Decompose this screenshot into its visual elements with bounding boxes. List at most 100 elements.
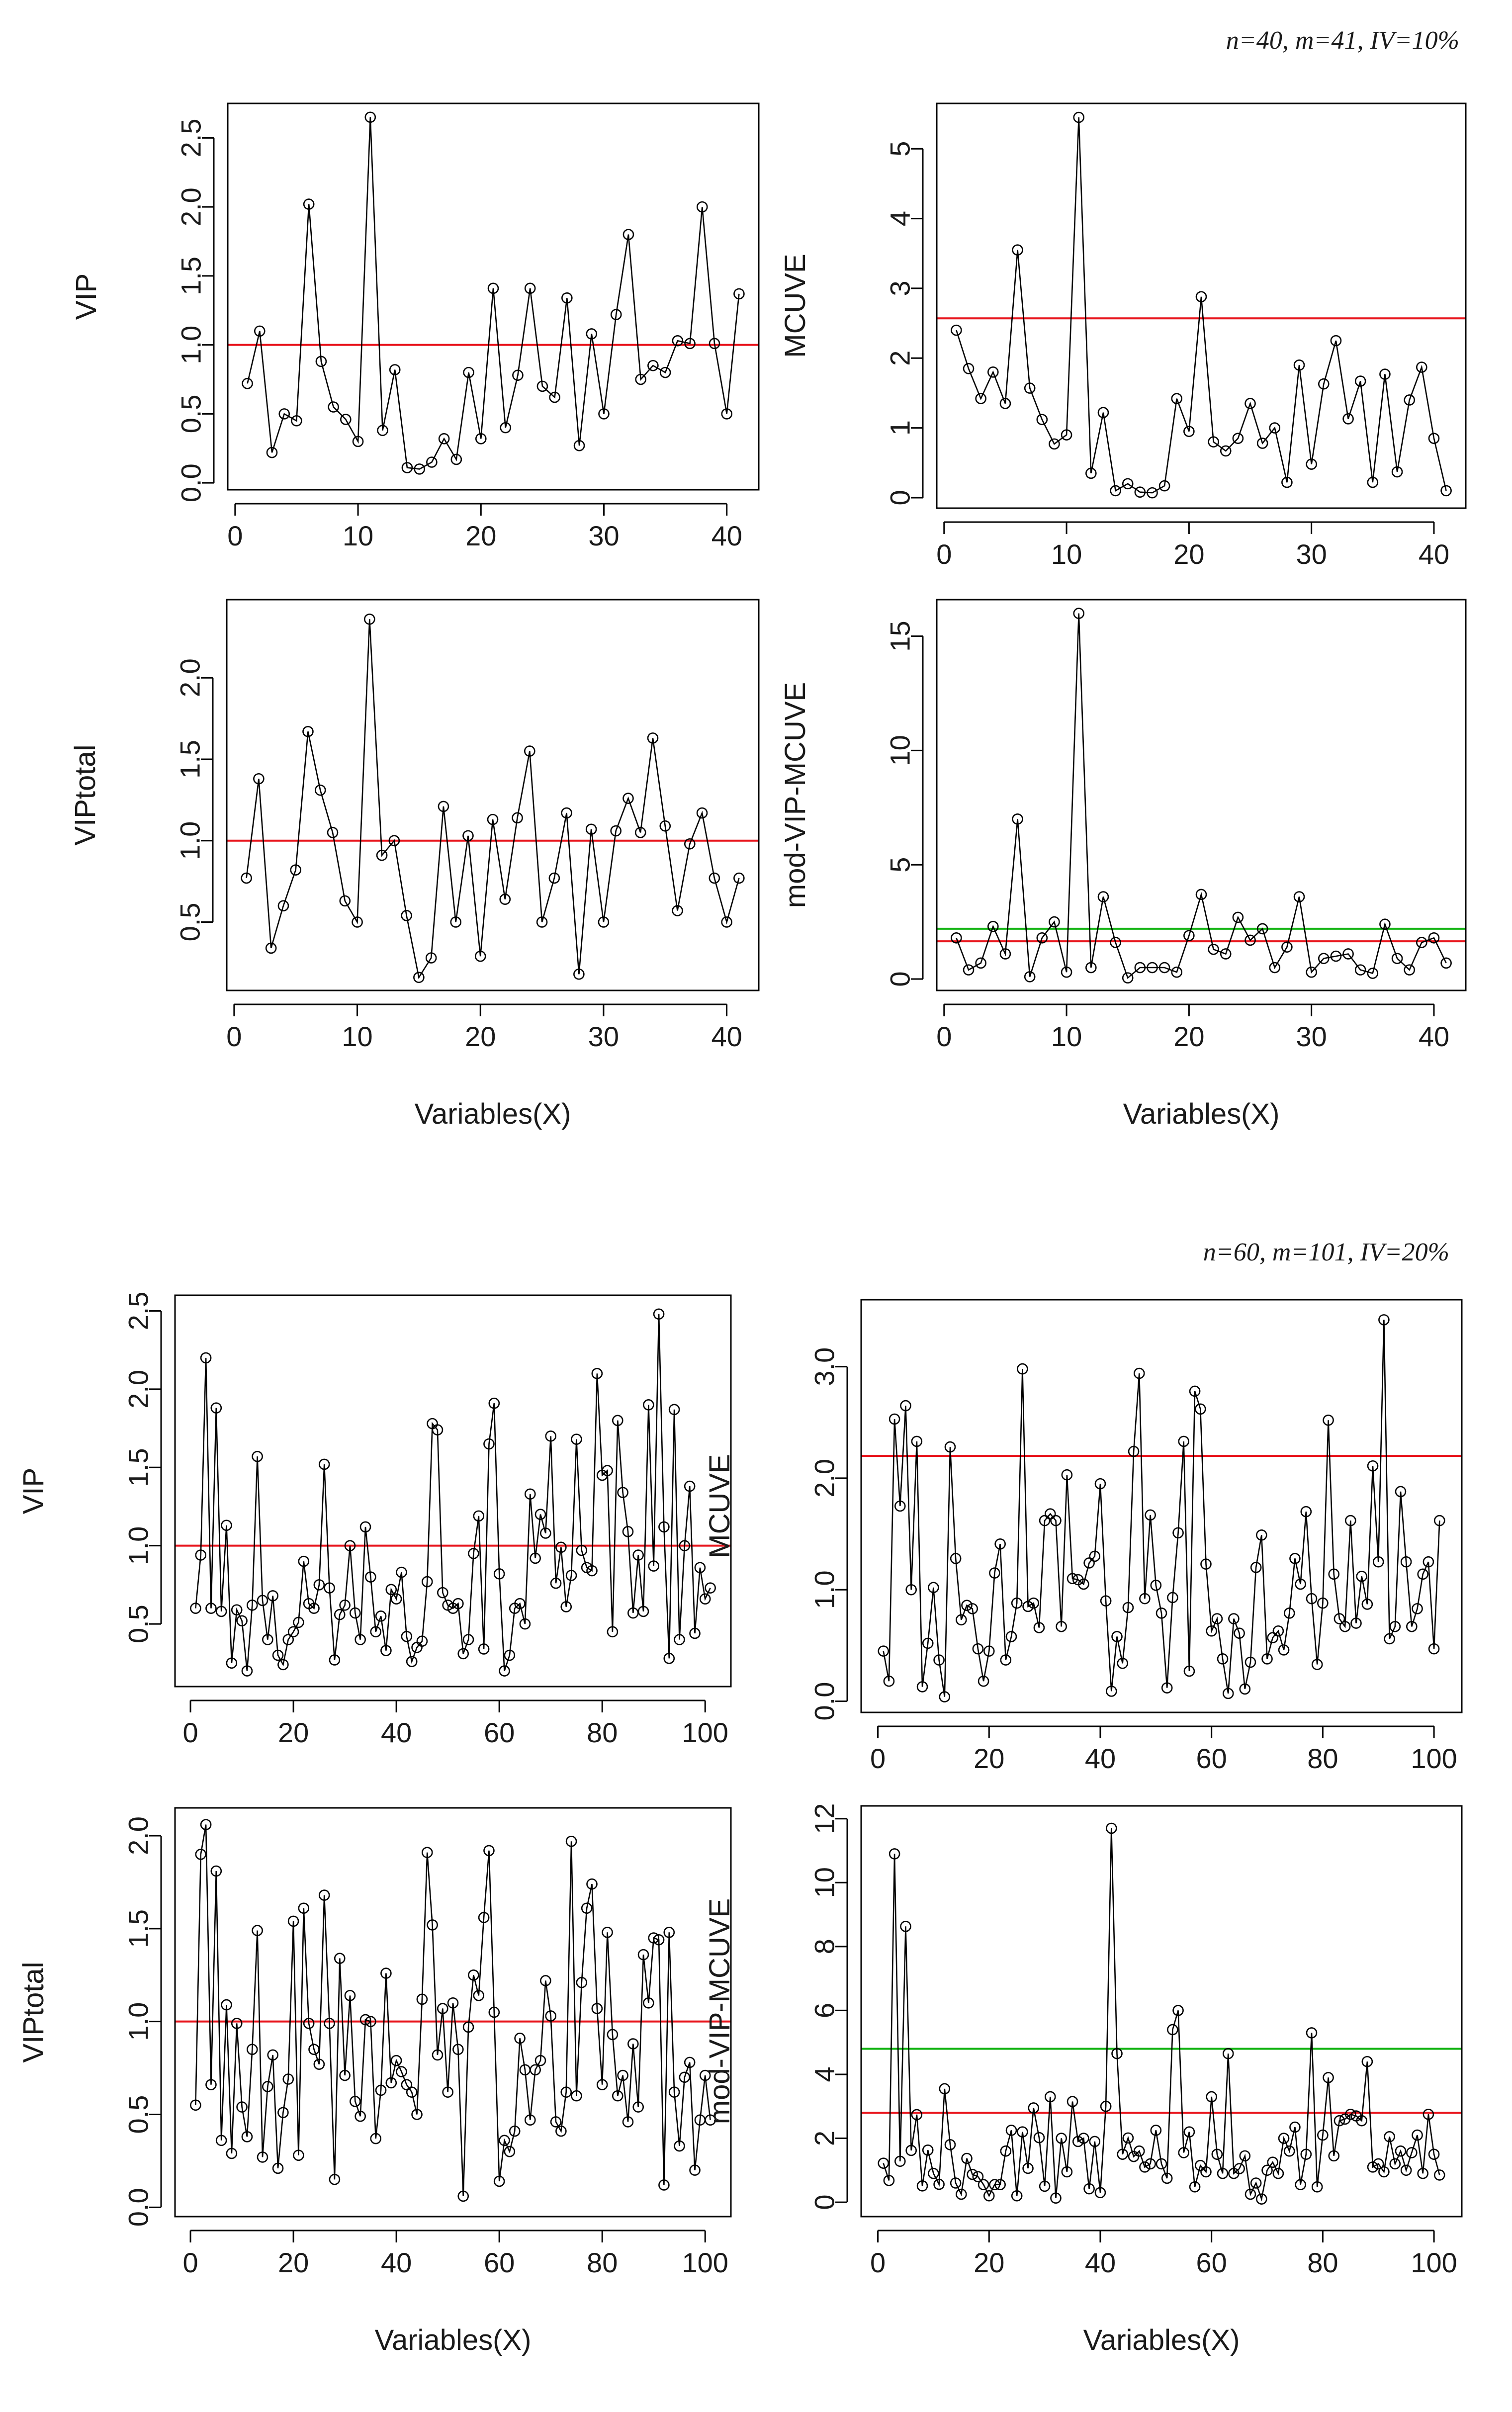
data-point <box>1083 1557 1095 1569</box>
data-point <box>1200 1558 1212 1570</box>
data-point <box>1404 964 1416 976</box>
data-point <box>1256 1529 1267 1541</box>
y-axis-label: mod-VIP-MCUVE <box>779 682 811 908</box>
data-point <box>265 942 277 954</box>
data-point <box>1117 1657 1129 1669</box>
data-point <box>252 1925 263 1936</box>
data-point <box>1379 368 1391 380</box>
data-point <box>1145 1509 1156 1521</box>
x-tick-label: 0 <box>182 2247 198 2278</box>
data-point <box>1128 1445 1140 1457</box>
data-point <box>576 1544 588 1556</box>
data-point <box>442 2086 453 2098</box>
data-point <box>1342 948 1354 960</box>
data-point <box>287 1915 299 1927</box>
data-point <box>483 1438 495 1450</box>
data-point <box>944 1441 956 1453</box>
data-point <box>190 1603 201 1614</box>
data-point <box>1378 1314 1390 1326</box>
data-point <box>329 1654 341 1666</box>
data-point <box>1178 1435 1190 1447</box>
y-tick-label: 2 <box>885 351 916 366</box>
data-point <box>1272 1625 1284 1637</box>
plot-frame <box>860 1299 1463 1713</box>
data-point <box>1194 2159 1206 2171</box>
data-point <box>648 1560 660 1572</box>
data-point <box>1158 480 1170 492</box>
data-point <box>1178 2147 1190 2158</box>
data-point <box>1150 1579 1162 1591</box>
x-tick-label: 80 <box>587 1717 618 1748</box>
x-tick-label: 20 <box>974 2247 1004 2278</box>
x-tick-label: 20 <box>278 1717 309 1748</box>
data-point <box>344 1540 356 1551</box>
data-point <box>377 425 388 436</box>
data-point <box>586 1565 598 1577</box>
y-axis-label: mod-VIP-MCUVE <box>704 1898 736 2124</box>
data-point <box>1261 1653 1273 1665</box>
series-line <box>195 1314 711 1671</box>
data-point <box>514 1598 526 1609</box>
x-tick-label: 40 <box>1085 1743 1116 1774</box>
y-tick-label: 2.0 <box>123 1370 154 1409</box>
data-point <box>659 366 671 378</box>
y-axis-label: VIP <box>17 1468 50 1515</box>
data-point <box>632 1549 644 1561</box>
data-point <box>576 1976 588 1988</box>
data-point <box>1428 1643 1440 1655</box>
data-point <box>1078 2133 1089 2144</box>
data-point <box>689 2164 701 2176</box>
data-point <box>530 1552 541 1564</box>
data-point <box>1139 1593 1151 1605</box>
y-tick-label: 0 <box>885 490 916 505</box>
data-point <box>1234 1627 1245 1639</box>
data-point <box>1171 966 1183 978</box>
data-point <box>499 2135 510 2146</box>
data-point <box>1012 244 1023 256</box>
y-tick-label: 15 <box>885 621 916 651</box>
data-point <box>262 1634 273 1645</box>
data-point <box>1005 1631 1017 1642</box>
data-point <box>632 2101 644 2113</box>
data-point <box>883 1675 895 1687</box>
data-point <box>1011 2190 1023 2202</box>
series-line <box>956 613 1447 979</box>
data-point <box>689 1627 701 1639</box>
data-point <box>339 2069 351 2081</box>
data-point <box>1389 2158 1401 2170</box>
data-point <box>1250 1562 1262 1573</box>
data-point <box>411 2109 423 2120</box>
data-point <box>210 1402 222 1414</box>
data-point <box>1222 1688 1234 1699</box>
data-point <box>1412 2129 1423 2141</box>
data-point <box>1440 485 1452 497</box>
data-point <box>1024 971 1036 983</box>
data-point <box>1106 1822 1117 1834</box>
data-point <box>1044 1508 1056 1520</box>
data-point <box>205 2079 217 2091</box>
data-point <box>1389 1620 1401 1632</box>
data-point <box>540 1975 551 1986</box>
data-point <box>462 1634 474 1645</box>
data-point <box>401 2079 413 2091</box>
data-point <box>1234 2163 1245 2174</box>
data-point <box>266 447 278 458</box>
data-point <box>545 2010 556 2022</box>
data-point <box>674 2140 685 2152</box>
data-point <box>545 1430 556 1442</box>
data-point <box>375 1610 387 1622</box>
data-point <box>493 2175 505 2187</box>
data-point <box>548 872 560 884</box>
data-point <box>672 335 684 347</box>
data-point <box>313 1579 325 1591</box>
data-point <box>1330 950 1342 962</box>
y-tick-label: 10 <box>885 735 916 766</box>
data-point <box>195 1549 207 1561</box>
data-point <box>1106 1686 1117 1697</box>
data-point <box>1183 426 1195 437</box>
data-point <box>474 950 486 962</box>
data-point <box>586 328 598 340</box>
data-point <box>894 1500 906 1512</box>
data-point <box>705 1582 716 1594</box>
